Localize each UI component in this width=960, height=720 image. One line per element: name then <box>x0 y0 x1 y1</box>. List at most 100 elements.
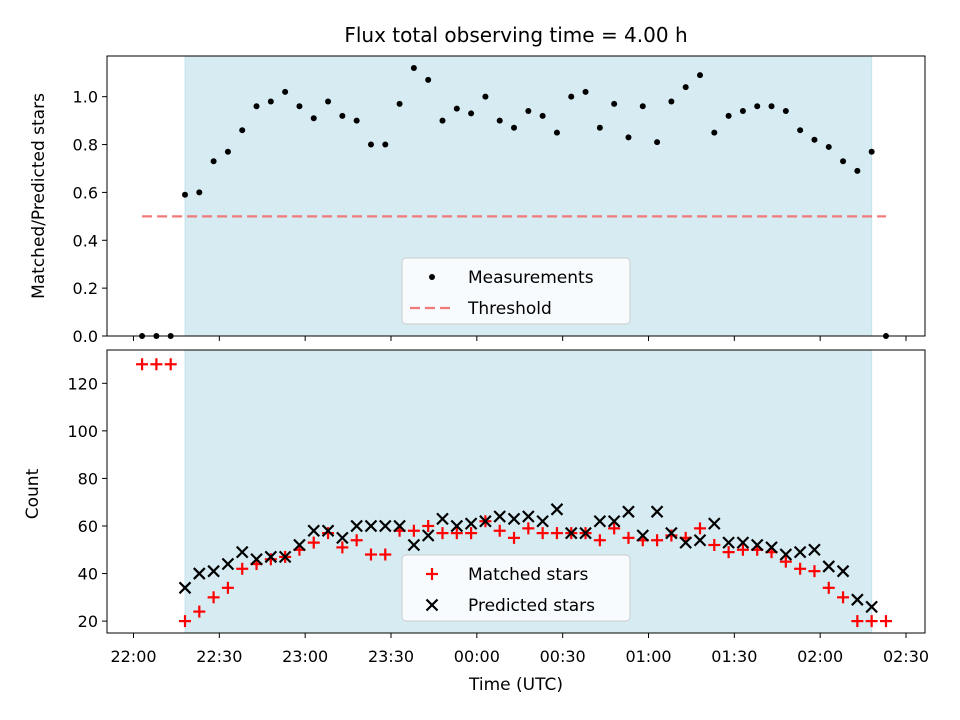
matched-star-point <box>550 527 563 540</box>
matched-star-point <box>794 562 807 575</box>
bottom-axis-ticks: 20 40 60 80 100 120 22:00 22:30 23:00 23:30 00:00 0… <box>67 374 929 666</box>
predicted-star-point <box>364 519 378 533</box>
measurement-point <box>639 103 646 110</box>
predicted-star-point <box>293 538 306 552</box>
measurement-point <box>511 124 518 131</box>
predicted-star-point <box>464 517 478 530</box>
predicted-star-point <box>708 517 721 530</box>
predicted-star-point <box>607 514 621 528</box>
matched-star-point <box>450 527 463 540</box>
measurement-point <box>668 98 675 105</box>
measurement-point <box>697 72 703 79</box>
predicted-star-point <box>264 550 278 564</box>
matched-star-point <box>422 519 435 532</box>
matched-star-point <box>708 539 721 552</box>
legend-marker-predicted <box>425 598 439 612</box>
bottom-axes-frame <box>106 349 926 634</box>
x-tick-label: 00:30 <box>540 647 586 666</box>
predicted-star-point <box>407 538 421 552</box>
matched-star-point <box>865 615 878 628</box>
y-tick-label: 40 <box>78 565 98 584</box>
matched-star-point <box>722 546 735 559</box>
matched-star-point <box>665 529 678 542</box>
matched-star-point <box>465 527 478 540</box>
measurement-point <box>239 127 246 134</box>
matched-star-point <box>336 541 349 554</box>
x-tick-label: 02:00 <box>797 647 843 666</box>
matched-star-point <box>207 591 220 604</box>
matched-star-point <box>136 358 149 371</box>
predicted-star-point <box>765 541 778 554</box>
measurement-point <box>739 108 746 115</box>
matched-star-point <box>322 527 335 540</box>
measurement-point <box>325 98 332 105</box>
measurement-point <box>496 117 503 124</box>
matched-star-point <box>822 581 835 594</box>
measurement-point <box>654 139 661 146</box>
predicted-star-point <box>865 600 878 614</box>
matched-star-point <box>150 358 163 371</box>
top-panel: 0.0 0.2 0.4 0.6 0.8 1.0 Flux total observing … <box>29 23 926 346</box>
predicted-star-point <box>336 531 349 545</box>
predicted-star-point <box>207 564 220 578</box>
measurement-point <box>267 98 274 105</box>
matched-star-point <box>837 591 850 604</box>
predicted-star-point <box>650 505 664 518</box>
top-title: Flux total observing time = 4.00 h <box>344 23 687 47</box>
y-tick-label: 100 <box>67 422 98 441</box>
measurement-point <box>439 117 446 124</box>
matched-star-point <box>164 358 177 371</box>
predicted-star-point <box>750 538 764 552</box>
measurement-point <box>353 117 360 124</box>
measurement-point <box>525 108 532 115</box>
legend-label: Matched stars <box>468 565 588 585</box>
predicted-star-point <box>550 503 564 516</box>
measurement-point <box>568 93 575 100</box>
matched-star-point <box>736 543 749 556</box>
bottom-panel: 20 40 60 80 100 120 22:00 22:30 23:00 23:30 00:00 0… <box>23 349 929 695</box>
matched-star-point <box>879 615 892 628</box>
predicted-star-point <box>736 536 750 549</box>
predicted-star-point <box>622 505 635 518</box>
legend-label: Predicted stars <box>468 596 595 616</box>
predicted-star-point <box>522 510 535 523</box>
top-axes-frame <box>106 55 926 337</box>
y-tick-label: 0.2 <box>73 279 98 298</box>
measurement-point <box>296 103 303 110</box>
measurement-point <box>825 143 832 150</box>
matched-star-point <box>508 531 521 544</box>
legend-label: Measurements <box>468 268 594 288</box>
matched-star-point <box>779 555 792 568</box>
x-tick-label: 02:30 <box>883 647 929 666</box>
bottom-legend: Matched stars Predicted stars <box>401 554 631 622</box>
measurement-point <box>625 134 632 141</box>
predicted-star-point <box>779 548 793 561</box>
y-tick-label: 0.6 <box>73 183 98 202</box>
matched-star-point <box>307 536 320 549</box>
bottom-series <box>136 358 892 628</box>
x-tick-label: 23:30 <box>368 647 414 666</box>
predicted-star-point <box>665 526 678 540</box>
bottom-ylabel: Count <box>23 468 43 519</box>
measurement-point <box>596 124 603 131</box>
predicted-star-point <box>193 567 206 580</box>
predicted-star-point <box>579 526 592 540</box>
legend-marker-measurements <box>429 274 435 280</box>
predicted-star-point <box>321 524 335 538</box>
matched-star-point <box>364 548 377 561</box>
top-legend: Measurements Threshold <box>401 257 631 325</box>
measurement-point <box>253 103 260 110</box>
legend-box <box>401 257 631 325</box>
measurement-point <box>482 93 489 100</box>
predicted-star-point <box>822 560 836 573</box>
matched-star-point <box>221 581 234 594</box>
measurement-point <box>310 115 317 122</box>
predicted-star-point <box>278 550 292 564</box>
measurement-point <box>768 103 775 110</box>
y-tick-label: 60 <box>78 517 98 536</box>
measurement-point <box>410 64 417 71</box>
predicted-star-point <box>679 536 692 549</box>
matched-star-point <box>407 524 420 537</box>
x-tick-label: 00:00 <box>454 647 500 666</box>
predicted-star-point <box>722 536 735 549</box>
